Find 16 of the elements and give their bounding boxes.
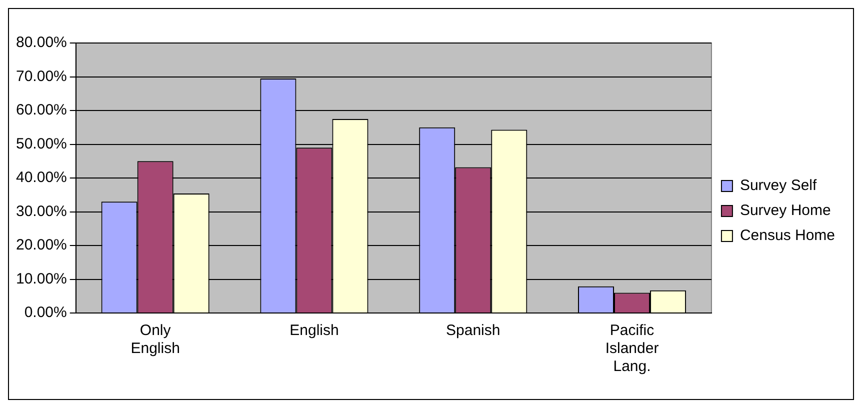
y-tick-label: 50.00% xyxy=(16,135,67,152)
y-tick-label: 20.00% xyxy=(16,236,67,254)
legend-label: Survey Self xyxy=(740,177,818,194)
x-tick-label: Only English xyxy=(130,322,180,358)
legend-label: Census Home xyxy=(740,227,836,244)
legend-label: Survey Home xyxy=(740,202,831,220)
x-tick-label: Pacific Islander Lang. xyxy=(605,322,659,376)
y-tick-label: 0.00% xyxy=(24,304,67,322)
y-tick-label: 30.00% xyxy=(16,202,67,220)
x-tick-label: Spanish xyxy=(446,322,500,340)
y-tick-label: 60.00% xyxy=(16,102,67,119)
y-tick-label: 80.00% xyxy=(16,34,67,52)
x-tick-label: English xyxy=(290,322,339,340)
y-tick-label: 10.00% xyxy=(16,270,67,288)
y-tick-label: 40.00% xyxy=(16,169,67,186)
y-tick-label: 70.00% xyxy=(16,68,67,85)
